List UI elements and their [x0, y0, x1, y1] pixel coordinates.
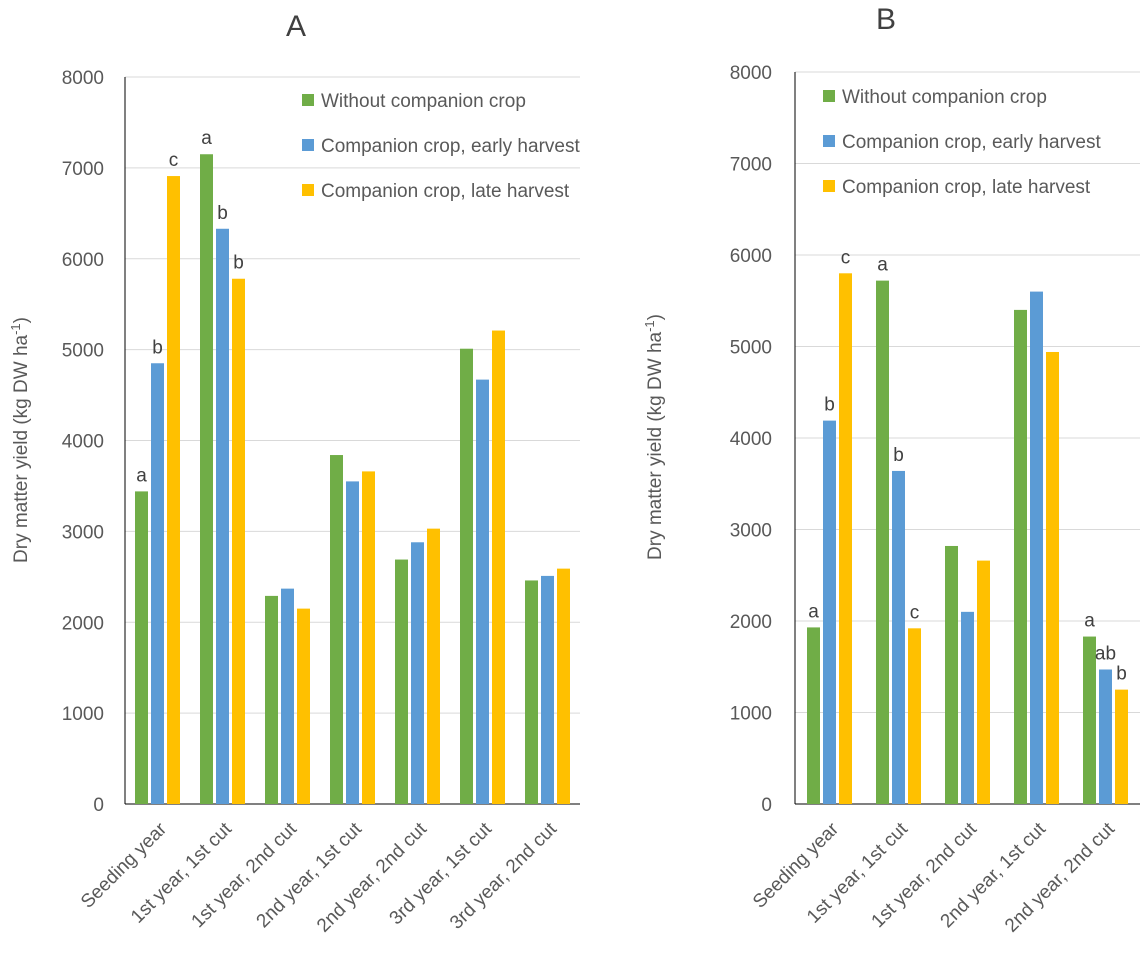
- chart-a-y-axis-label: Dry matter yield (kg DW ha-1): [8, 317, 32, 563]
- chart-b-ytick-label: 4000: [730, 429, 772, 450]
- chart-b-ytick-label: 3000: [730, 521, 772, 542]
- chart-b-legend-swatch: [823, 90, 835, 102]
- chart-a-bar: [330, 455, 343, 804]
- chart-b-bar: [807, 627, 820, 804]
- chart-b-significance-label: c: [910, 602, 920, 623]
- chart-b-significance-label: a: [1084, 611, 1095, 632]
- chart-a-ytick-label: 3000: [62, 522, 104, 543]
- chart-a-legend-label: Companion crop, late harvest: [321, 181, 570, 202]
- chart-b-bar: [977, 560, 990, 804]
- chart-b-significance-label: ab: [1095, 643, 1116, 664]
- chart-b: B 0 1000 2000 3000 4000 5000 6000 7000 8000 Dry m…: [642, 3, 1140, 937]
- chart-b-ytick-label: 0: [761, 795, 772, 816]
- chart-a-xtick-label: 2nd year, 2nd cut: [313, 818, 431, 936]
- chart-b-legend-swatch: [823, 135, 835, 147]
- chart-a-significance-label: b: [233, 253, 244, 274]
- chart-b-ytick-label: 5000: [730, 338, 772, 359]
- chart-b-bar: [839, 273, 852, 804]
- chart-b-title: B: [876, 3, 896, 36]
- chart-a-legend-swatch: [302, 94, 314, 106]
- chart-a-legend-label: Without companion crop: [321, 91, 526, 112]
- chart-a-bar: [297, 608, 310, 804]
- chart-a-bar: [492, 330, 505, 804]
- chart-a-bar: [281, 588, 294, 804]
- chart-b-bar: [1099, 669, 1112, 804]
- chart-a-ytick-label: 8000: [62, 68, 104, 89]
- chart-a-bar: [346, 481, 359, 804]
- chart-a-ytick-label: 5000: [62, 341, 104, 362]
- chart-b-bar: [1046, 351, 1059, 804]
- chart-b-ytick-label: 6000: [730, 246, 772, 267]
- chart-b-bar: [945, 545, 958, 804]
- chart-a-significance-label: b: [217, 203, 228, 224]
- chart-a-ytick-label: 1000: [62, 704, 104, 725]
- chart-b-y-axis-label: Dry matter yield (kg DW ha-1): [642, 314, 666, 560]
- chart-b-ytick-label: 1000: [730, 704, 772, 725]
- chart-a-bar: [135, 491, 148, 804]
- chart-a-ytick-label: 6000: [62, 250, 104, 271]
- chart-a-bar: [427, 528, 440, 804]
- chart-b-significance-label: b: [824, 395, 835, 416]
- chart-a-bar: [476, 379, 489, 804]
- chart-a-legend-swatch: [302, 139, 314, 151]
- chart-b-bar: [876, 280, 889, 804]
- chart-a-bar: [232, 278, 245, 804]
- chart-b-ytick-label: 7000: [730, 155, 772, 176]
- chart-a-bar: [151, 363, 164, 804]
- chart-a-ytick-label: 7000: [62, 159, 104, 180]
- chart-b-significance-label: c: [841, 247, 851, 268]
- chart-b-legend-swatch: [823, 180, 835, 192]
- chart-a-ytick-label: 0: [93, 795, 104, 816]
- chart-b-significance-label: a: [877, 255, 888, 276]
- chart-a-legend-label: Companion crop, early harvest: [321, 136, 580, 157]
- chart-b-significance-label: b: [893, 445, 904, 466]
- chart-a-significance-label: a: [136, 465, 147, 486]
- chart-a-bar: [216, 228, 229, 805]
- chart-a-significance-label: a: [201, 128, 212, 149]
- chart-a-bar: [362, 471, 375, 804]
- chart-b-significance-label: a: [808, 601, 819, 622]
- chart-a-legend-swatch: [302, 184, 314, 196]
- chart-a-bar: [541, 575, 554, 804]
- chart-a-bar: [411, 542, 424, 804]
- chart-b-ytick-label: 2000: [730, 612, 772, 633]
- chart-a-title: A: [286, 10, 306, 43]
- chart-a-ytick-label: 4000: [62, 432, 104, 453]
- chart-a-ytick-label: 2000: [62, 613, 104, 634]
- chart-a-significance-label: b: [152, 337, 163, 358]
- chart-b-bar: [1115, 689, 1128, 804]
- chart-a-bar: [265, 595, 278, 804]
- chart-b-bar: [1083, 636, 1096, 804]
- chart-a-bar: [460, 348, 473, 804]
- chart-a-bar: [557, 568, 570, 804]
- chart-b-bar: [823, 420, 836, 804]
- chart-a-bar: [200, 154, 213, 804]
- chart-b-bar: [908, 628, 921, 804]
- chart-a-bar: [167, 176, 180, 804]
- chart-b-bar: [1030, 291, 1043, 805]
- chart-b-legend-label: Companion crop, early harvest: [842, 132, 1101, 153]
- chart-a-bar: [395, 559, 408, 804]
- chart-b-legend-label: Without companion crop: [842, 87, 1047, 108]
- chart-a-significance-label: c: [169, 150, 179, 171]
- chart-b-legend-label: Companion crop, late harvest: [842, 177, 1091, 198]
- chart-b-bar: [892, 470, 905, 804]
- chart-b-bar: [961, 611, 974, 804]
- chart-b-ytick-label: 8000: [730, 63, 772, 84]
- chart-b-significance-label: b: [1116, 664, 1127, 685]
- chart-a-bar: [525, 580, 538, 804]
- chart-b-bar: [1014, 309, 1027, 804]
- chart-a: A 0 1000 2000 3000 4000 5000 6000 7000 8000 Dry m…: [8, 10, 580, 937]
